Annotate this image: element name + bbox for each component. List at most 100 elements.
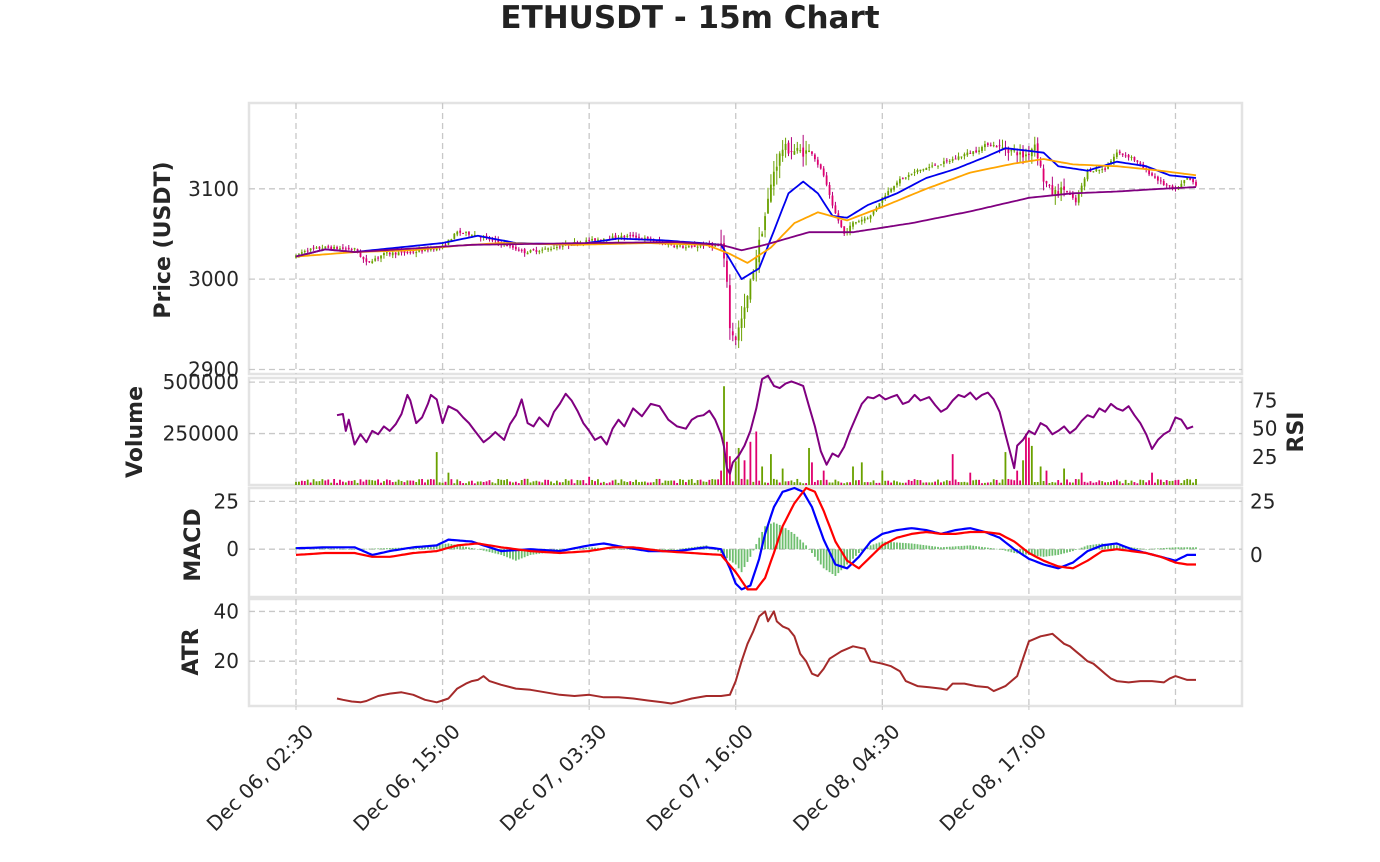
macd-histogram-bar [1121, 546, 1124, 550]
macd-histogram-bar [846, 549, 849, 565]
candle-body [749, 280, 752, 300]
macd-histogram-bar [509, 549, 511, 559]
candle-body [1025, 154, 1027, 157]
volume-bar [576, 479, 579, 485]
macd-histogram-bar [473, 548, 476, 550]
macd-histogram-bar [485, 549, 488, 552]
volume-bar [424, 482, 426, 485]
volume-bar [1069, 482, 1071, 485]
candle-body [1133, 156, 1136, 161]
macd-histogram-bar [447, 543, 450, 550]
candle-body [312, 247, 315, 249]
candle-body [298, 254, 300, 256]
macd-histogram-bar [1159, 548, 1162, 550]
volume-bar [948, 480, 951, 485]
candle-body [811, 151, 813, 154]
candle-body [541, 249, 544, 251]
volume-bar [731, 481, 734, 485]
candle-body [385, 252, 388, 254]
macd-histogram-bar [772, 522, 775, 550]
volume-bar [318, 481, 321, 485]
volume-bar [450, 479, 453, 485]
candle-body [869, 215, 872, 219]
candle-body [526, 252, 529, 255]
candle-body [775, 166, 778, 171]
macd-histogram-bar [855, 549, 857, 556]
candle-body [1098, 169, 1101, 171]
macd-histogram-bar [928, 545, 931, 550]
macd-histogram-bar [805, 545, 808, 550]
candle-body [887, 191, 890, 196]
y-tick-label: 3100 [188, 177, 239, 201]
x-tick-label: Dec 07, 16:00 [641, 719, 758, 836]
macd-histogram-bar [1136, 548, 1139, 550]
candle-body [866, 218, 869, 220]
rsi-tick-label: 50 [1252, 417, 1277, 441]
candle-body [1148, 169, 1151, 175]
candle-body [679, 245, 681, 247]
volume-bar [843, 483, 846, 485]
candle-body [300, 252, 303, 254]
volume-bar [298, 481, 300, 485]
candle-body [822, 168, 825, 176]
macd-histogram-bar [796, 536, 799, 550]
x-tick-label: Dec 06, 02:30 [202, 719, 319, 836]
macd-histogram-bar [799, 539, 802, 550]
volume-bar [743, 460, 746, 485]
candle-body [913, 171, 916, 173]
volume-bar [438, 482, 441, 485]
candle-body [989, 144, 992, 146]
candle-body [1027, 153, 1030, 155]
volume-bar [444, 481, 447, 485]
macd-histogram-bar [951, 546, 954, 550]
volume-bar [1045, 470, 1048, 485]
macd-histogram-bar [673, 549, 676, 550]
macd-histogram-bar [825, 549, 828, 571]
macd-histogram-bar [429, 545, 432, 550]
volume-bar [394, 481, 397, 485]
volume-bar [1039, 466, 1042, 485]
candle-body [535, 250, 538, 252]
candle-body [409, 251, 412, 253]
volume-bar [327, 479, 330, 485]
volume-bar [336, 482, 338, 485]
candle-body [937, 165, 939, 167]
macd-histogram-bar [916, 544, 919, 550]
candle-body [341, 247, 344, 249]
candle-body [878, 203, 881, 208]
volume-bar [473, 483, 476, 485]
volume-bar [479, 481, 482, 485]
macd-histogram-bar [1165, 547, 1168, 550]
macd-histogram-bar [1145, 549, 1148, 550]
candle-body [995, 145, 998, 148]
volume-bar [567, 480, 570, 485]
volume-bar [787, 481, 790, 485]
volume-bar [412, 480, 415, 485]
volume-bar [758, 480, 761, 485]
macd-histogram-bar [910, 543, 913, 550]
macd-histogram-bar [1066, 549, 1068, 553]
macd-histogram-bar [611, 548, 614, 550]
volume-bar [623, 481, 626, 485]
candle-body [550, 248, 552, 250]
macd-histogram-bar [770, 523, 772, 550]
volume-bar [421, 479, 423, 485]
volume-bar [591, 479, 593, 485]
candle-body [397, 252, 400, 256]
macd-histogram-bar [1083, 546, 1086, 550]
macd-histogram-bar [1022, 549, 1024, 555]
candle-body [963, 154, 966, 157]
candle-body [306, 250, 309, 252]
rsi-tick-label: 25 [1252, 445, 1277, 469]
volume-bar [341, 481, 344, 485]
macd-histogram-bar [714, 549, 717, 550]
panel-frame-price [247, 101, 1244, 376]
volume-bar [306, 479, 309, 485]
volume-bar [418, 479, 421, 485]
candle-body [1186, 177, 1189, 180]
volume-bar [295, 481, 297, 485]
volume-bar [1077, 479, 1080, 485]
macd-histogram-bar [998, 549, 1001, 550]
y-tick-label: 2900 [188, 357, 239, 381]
macd-histogram-bar [872, 544, 875, 550]
